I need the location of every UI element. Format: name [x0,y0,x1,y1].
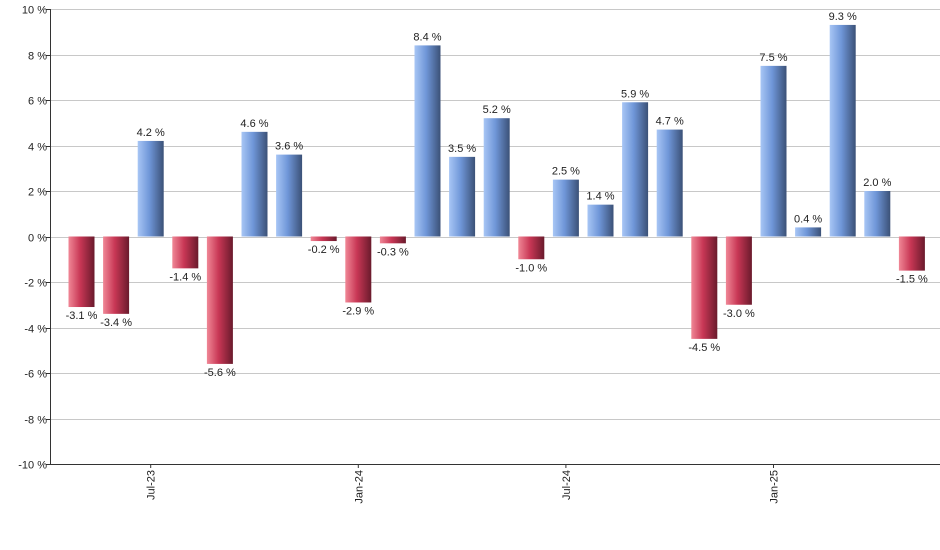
y-tick-label: 8 % [28,51,47,63]
data-label: 4.7 % [656,116,684,128]
data-label: 3.6 % [275,141,303,153]
data-label: -3.0 % [723,308,755,320]
bar [518,236,545,260]
bar [829,24,856,237]
y-tick-label: 6 % [28,96,47,108]
data-label: 4.2 % [137,127,165,139]
data-label: 5.9 % [621,88,649,100]
bar [760,65,787,237]
y-tick-label: -2 % [24,278,47,290]
data-label: 3.5 % [448,143,476,155]
y-tick-label: 10 % [22,5,47,17]
bar [864,191,891,237]
data-label: 2.5 % [552,166,580,178]
bar [310,236,337,242]
x-tick-label: Jul-23 [146,470,158,500]
bar [206,236,233,364]
bar [276,154,303,237]
bars [68,24,925,364]
bar [795,227,822,237]
bar [691,236,718,339]
data-label: -2.9 % [342,305,374,317]
bar [449,156,476,237]
data-label: -1.4 % [169,271,201,283]
x-tick-label: Jan-25 [769,470,781,504]
x-tick-label: Jan-24 [353,470,365,504]
data-label: -3.4 % [100,317,132,329]
y-tick-label: -10 % [18,460,47,472]
y-tick-label: -6 % [24,369,47,381]
bar [414,45,441,237]
data-label: 7.5 % [759,52,787,64]
data-label: 2.0 % [863,177,891,189]
bar [552,179,579,237]
bar [379,236,406,244]
bar [725,236,752,305]
bar [68,236,95,308]
data-label: -0.3 % [377,246,409,258]
data-label: 5.2 % [483,104,511,116]
bar [137,140,164,237]
y-tick-label: 4 % [28,142,47,154]
data-label: -4.5 % [688,342,720,354]
bar [483,118,510,237]
x-tick-label: Jul-24 [561,470,573,500]
data-labels: -3.1 %-3.4 % 4.2 % -1.4 % -5.6 % 4.6 % 3.6 % -… [66,11,928,379]
bar [656,129,683,237]
data-label: -5.6 % [204,367,236,379]
data-label: 9.3 % [829,11,857,23]
bar [587,204,614,237]
data-label: 8.4 % [413,31,441,43]
data-label: 4.6 % [240,118,268,130]
data-label: 0.4 % [794,213,822,225]
bar [898,236,925,271]
data-label: -3.1 % [66,310,98,322]
y-tick-label: -8 % [24,415,47,427]
data-label: -1.0 % [515,262,547,274]
data-label: -0.2 % [308,244,340,256]
bar [622,102,649,237]
y-tick-label: -4 % [24,324,47,336]
bar [103,236,130,314]
y-tick-label: 2 % [28,187,47,199]
bar [172,236,199,269]
bar [345,236,372,303]
data-label: -1.5 % [896,274,928,286]
bar [241,131,268,237]
y-tick-label: 0 % [28,233,47,245]
axes: 10 % 8 % 6 % 4 % 2 % 0 % -2 % -4 % -6 % -8 % -10 %… [18,5,940,504]
data-label: 1.4 % [586,191,614,203]
